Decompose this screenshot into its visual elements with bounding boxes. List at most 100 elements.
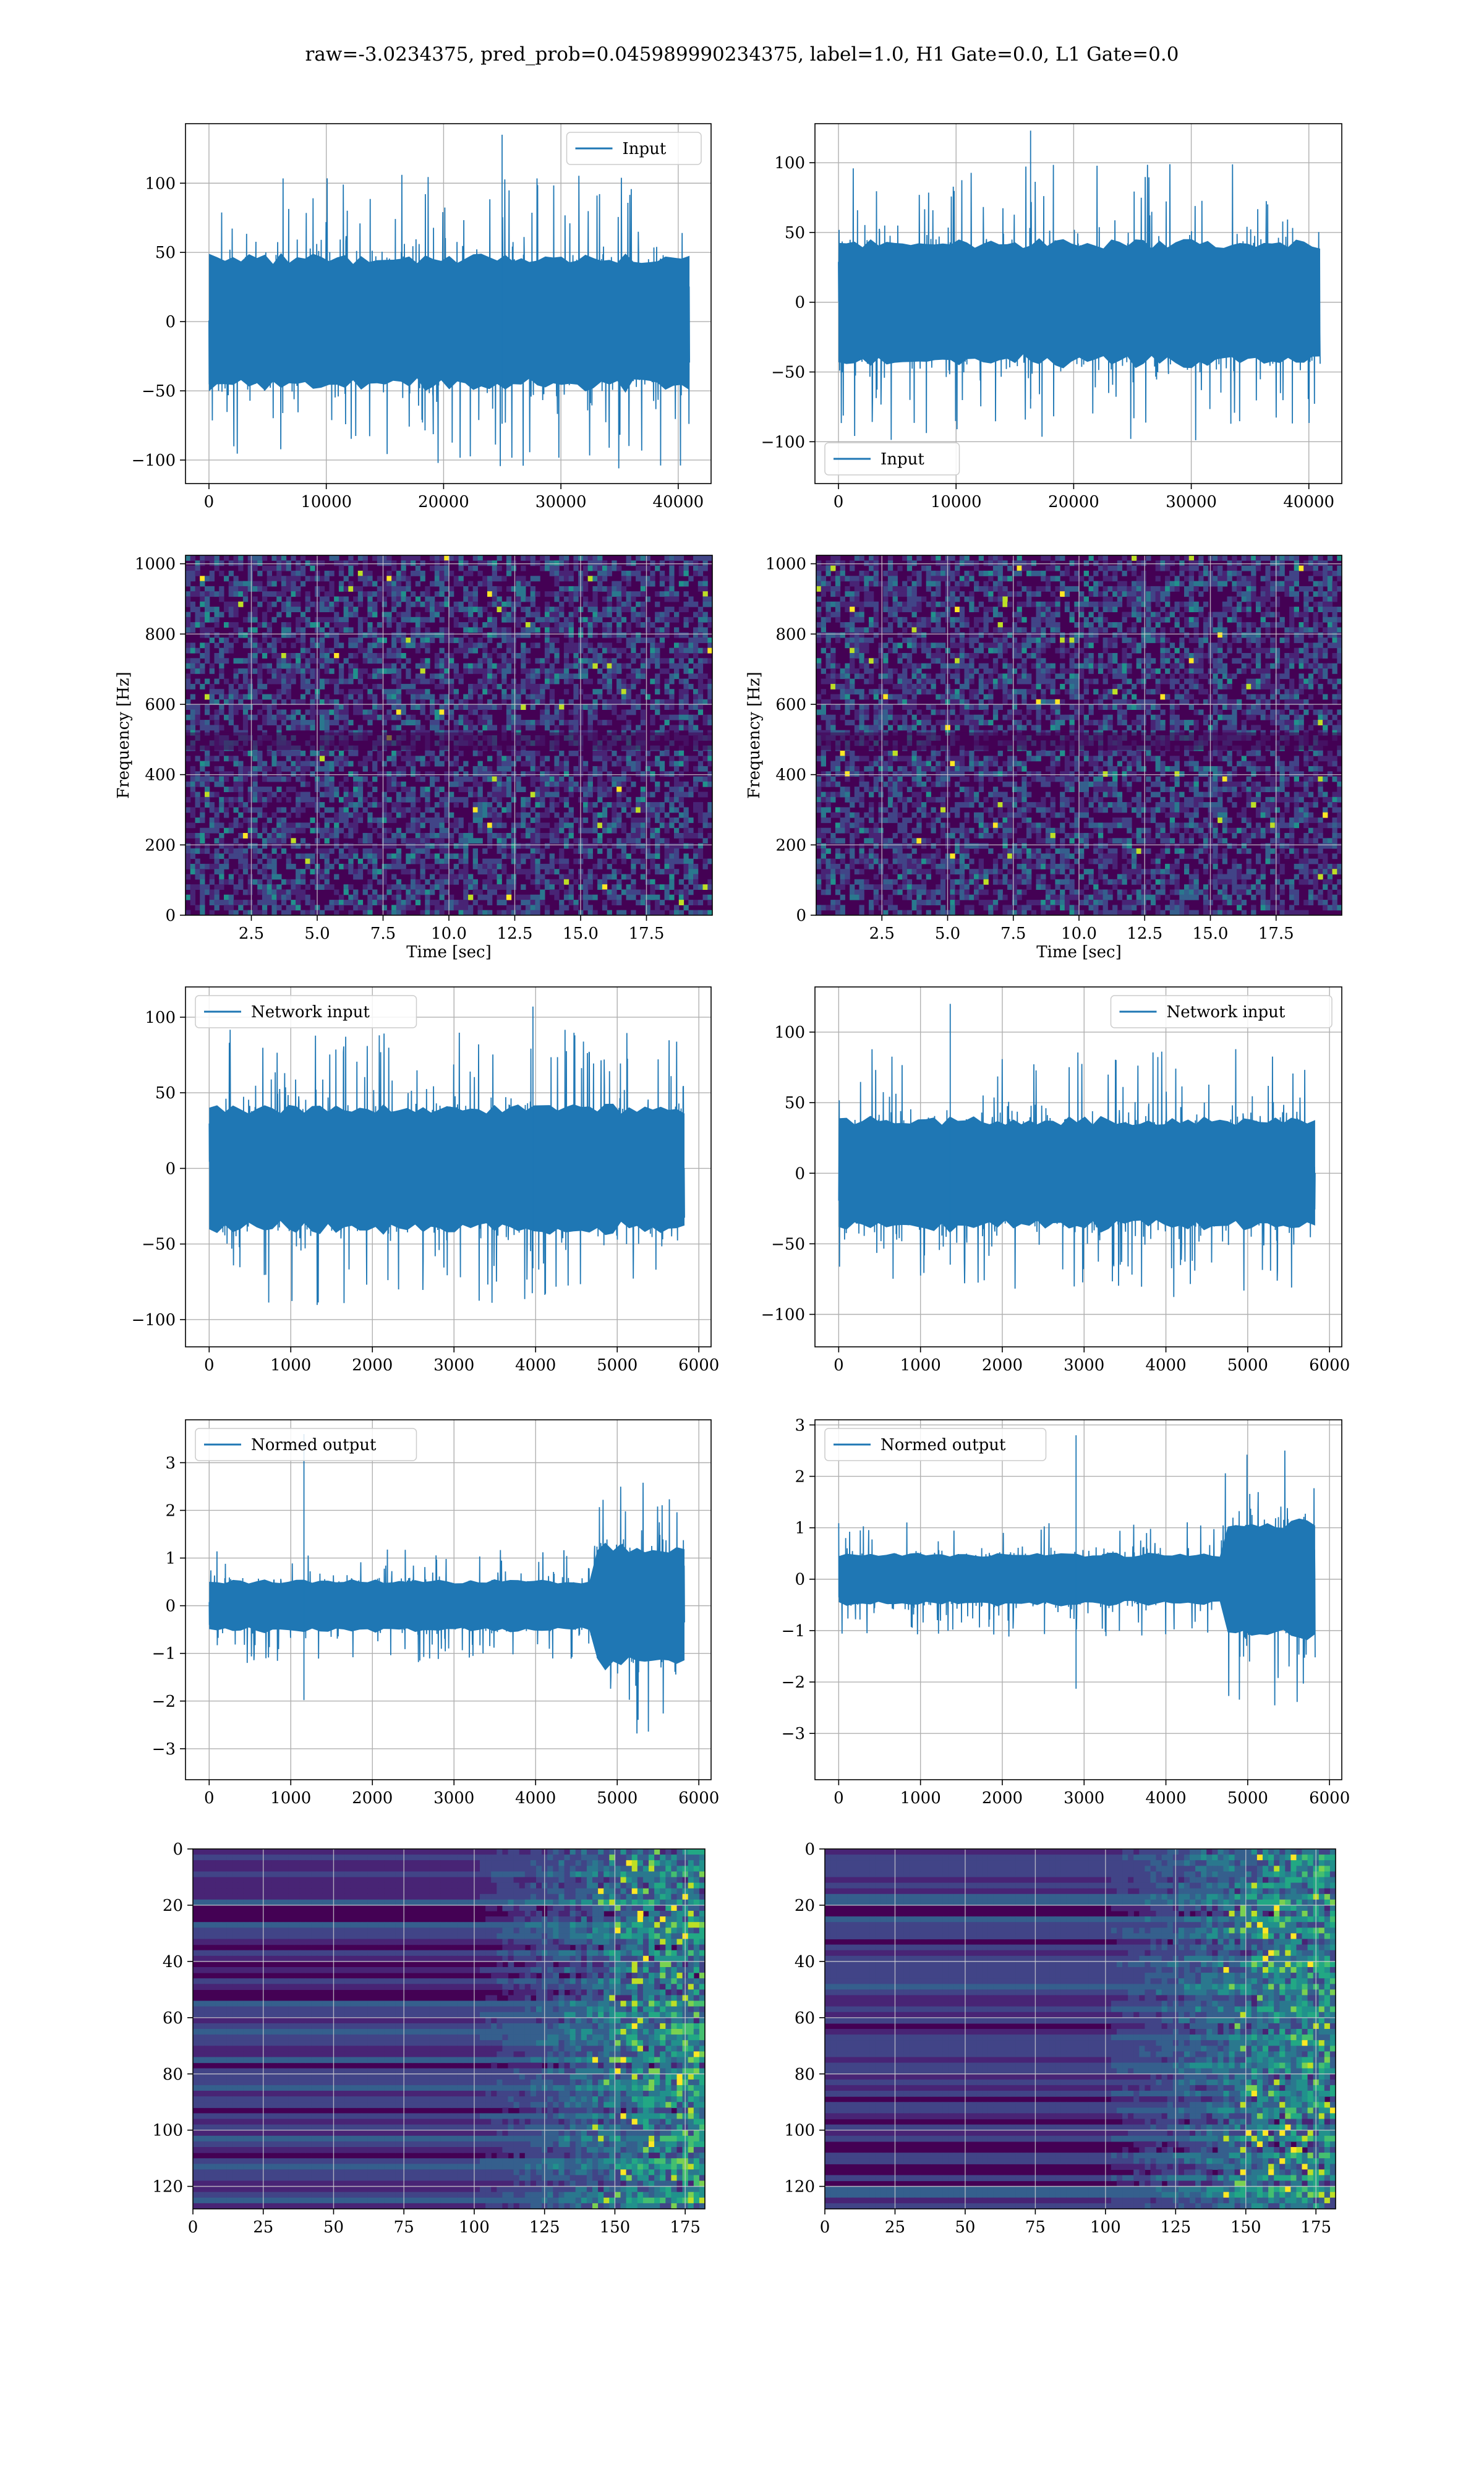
heatmap-cell xyxy=(200,684,205,689)
heatmap-cell xyxy=(416,833,420,839)
heatmap-cell xyxy=(531,725,535,730)
heatmap-cell xyxy=(229,709,234,715)
heatmap-cell xyxy=(372,889,377,895)
heatmap-cell xyxy=(248,818,253,823)
heatmap-cell xyxy=(569,751,574,756)
heatmap-cell xyxy=(679,633,684,638)
heatmap-cell xyxy=(1002,586,1007,592)
heatmap-cell xyxy=(531,905,535,910)
heatmap-cell xyxy=(988,576,993,581)
heatmap-cell xyxy=(540,864,545,869)
heatmap-cell xyxy=(926,566,931,571)
heatmap-cell xyxy=(473,586,478,592)
heatmap-cell xyxy=(497,607,502,612)
heatmap-cell xyxy=(252,586,257,592)
heatmap-cell xyxy=(521,818,526,823)
heatmap-cell xyxy=(348,751,353,756)
heatmap-cell xyxy=(234,787,239,792)
heatmap-cell xyxy=(559,591,564,597)
heatmap-cell xyxy=(267,833,272,839)
heatmap-cell xyxy=(669,586,674,592)
heatmap-cell xyxy=(262,612,267,618)
heatmap-cell xyxy=(358,555,363,561)
heatmap-cell xyxy=(545,771,550,777)
heatmap-cell xyxy=(626,725,631,730)
heatmap-cell xyxy=(559,864,564,869)
heatmap-cell xyxy=(401,653,406,659)
heatmap-cell xyxy=(679,782,684,787)
heatmap-cell xyxy=(506,602,511,607)
heatmap-cell xyxy=(416,843,420,849)
heatmap-cell xyxy=(487,704,492,710)
heatmap-cell xyxy=(200,900,205,905)
heatmap-cell xyxy=(1194,560,1199,566)
heatmap-cell xyxy=(554,576,559,581)
heatmap-cell xyxy=(1189,555,1194,561)
heatmap-cell xyxy=(276,694,281,700)
heatmap-cell xyxy=(511,633,516,638)
heatmap-cell xyxy=(631,807,636,813)
heatmap-cell xyxy=(367,689,372,694)
heatmap-cell xyxy=(684,642,689,648)
heatmap-cell xyxy=(531,576,535,581)
heatmap-cell xyxy=(262,889,267,895)
heatmap-cell xyxy=(564,627,569,633)
heatmap-cell xyxy=(955,586,960,592)
heatmap-cell xyxy=(616,668,621,674)
heatmap-cell xyxy=(531,612,535,618)
heatmap-cell xyxy=(592,818,597,823)
heatmap-cell xyxy=(262,555,267,561)
heatmap-cell xyxy=(406,668,411,674)
heatmap-cell xyxy=(440,818,445,823)
heatmap-cell xyxy=(545,792,550,798)
heatmap-cell xyxy=(430,612,435,618)
heatmap-cell xyxy=(955,571,960,576)
heatmap-cell xyxy=(372,818,377,823)
heatmap-cell xyxy=(396,905,401,910)
heatmap-cell xyxy=(835,581,840,587)
heatmap-cell xyxy=(430,751,435,756)
heatmap-cell xyxy=(1031,560,1036,566)
heatmap-cell xyxy=(1227,571,1232,576)
heatmap-cell xyxy=(636,751,641,756)
heatmap-cell xyxy=(411,684,416,689)
heatmap-cell xyxy=(205,617,210,623)
heatmap-cell xyxy=(550,833,555,839)
heatmap-cell xyxy=(320,766,325,772)
heatmap-cell xyxy=(320,642,325,648)
heatmap-cell xyxy=(554,673,559,679)
heatmap-cell xyxy=(271,642,276,648)
heatmap-cell xyxy=(688,658,693,664)
heatmap-cell xyxy=(386,828,391,834)
heatmap-cell xyxy=(205,720,210,725)
heatmap-cell xyxy=(215,777,220,782)
heatmap-cell xyxy=(559,848,564,854)
heatmap-cell xyxy=(688,828,693,834)
heatmap-cell xyxy=(988,586,993,592)
heatmap-cell xyxy=(564,895,569,900)
heatmap-cell xyxy=(229,848,234,854)
heatmap-cell xyxy=(320,576,325,581)
heatmap-cell xyxy=(626,813,631,818)
heatmap-cell xyxy=(564,586,569,592)
heatmap-cell xyxy=(195,560,200,566)
heatmap-cell xyxy=(511,751,516,756)
heatmap-cell xyxy=(511,668,516,674)
heatmap-cell xyxy=(516,822,521,828)
heatmap-cell xyxy=(401,756,406,761)
heatmap-cell xyxy=(950,586,955,592)
heatmap-cell xyxy=(693,664,698,669)
heatmap-cell xyxy=(367,720,372,725)
heatmap-cell xyxy=(329,679,334,685)
heatmap-cell xyxy=(698,673,703,679)
heatmap-cell xyxy=(329,792,334,798)
heatmap-cell xyxy=(301,612,305,618)
heatmap-cell xyxy=(650,581,655,587)
heatmap-cell xyxy=(425,638,430,643)
heatmap-cell xyxy=(224,679,229,685)
heatmap-cell xyxy=(296,792,301,798)
heatmap-cell xyxy=(665,612,670,618)
heatmap-cell xyxy=(660,638,665,643)
heatmap-cell xyxy=(559,709,564,715)
heatmap-cell xyxy=(411,843,416,849)
